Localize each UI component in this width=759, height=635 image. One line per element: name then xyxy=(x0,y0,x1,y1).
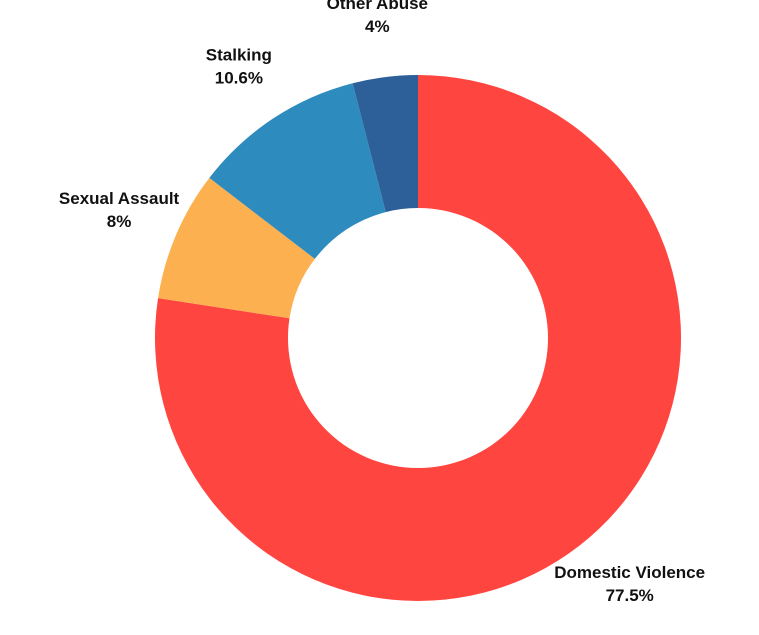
slice-label: Other Abuse xyxy=(327,0,428,13)
slice-value-label: 10.6% xyxy=(215,68,263,87)
donut-slice xyxy=(154,75,682,602)
slice-label: Domestic Violence xyxy=(554,563,705,582)
slice-label: Stalking xyxy=(206,45,272,64)
slice-label: Sexual Assault xyxy=(59,189,180,208)
slice-value-label: 77.5% xyxy=(606,586,654,605)
donut-slice xyxy=(209,83,386,259)
donut-slice xyxy=(158,177,315,319)
slice-value-label: 4% xyxy=(365,17,390,36)
donut-slice xyxy=(352,75,418,213)
slice-value-label: 8% xyxy=(107,212,132,231)
